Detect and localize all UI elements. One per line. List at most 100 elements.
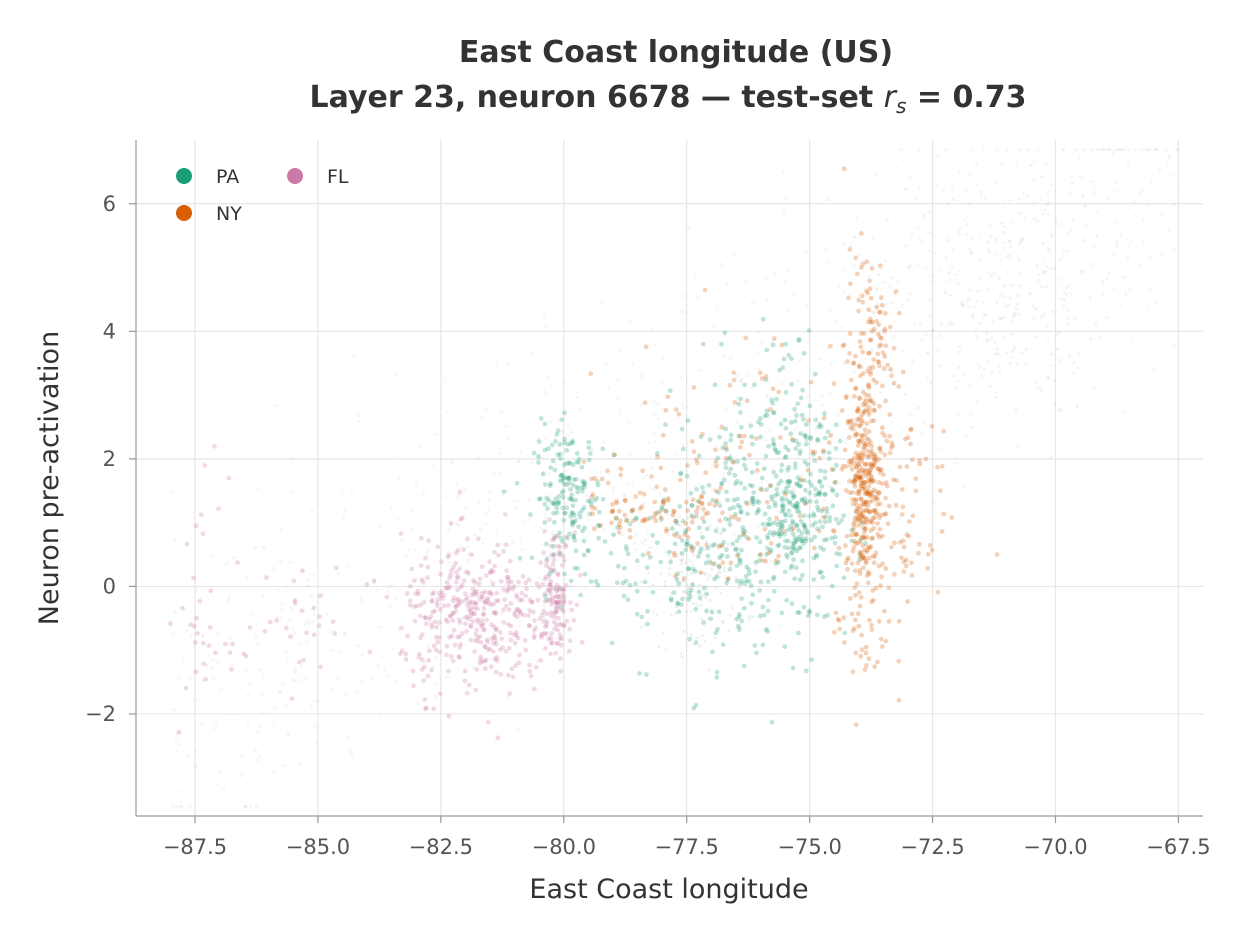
point-ny	[865, 488, 871, 494]
point-pa	[684, 541, 690, 547]
background-point	[997, 364, 1001, 368]
background-point	[871, 377, 875, 381]
background-point	[356, 643, 360, 648]
point-ny	[696, 499, 702, 505]
point-pa	[695, 498, 701, 504]
background-point	[1053, 379, 1057, 383]
point-pa	[517, 555, 523, 561]
background-point	[1044, 162, 1048, 166]
background-point	[770, 560, 774, 564]
background-point	[935, 154, 940, 158]
point-ny	[732, 400, 738, 405]
point-ny	[581, 459, 587, 465]
background-point	[822, 454, 826, 459]
background-point	[919, 432, 924, 436]
background-point	[446, 527, 450, 531]
point-pa	[683, 528, 689, 533]
point-pa	[732, 511, 738, 517]
point-ny	[852, 480, 857, 486]
background-point	[655, 458, 659, 462]
point-ny	[845, 418, 851, 424]
background-point	[689, 571, 694, 576]
point-ny	[609, 520, 614, 526]
point-fl	[533, 625, 539, 631]
point-fl	[429, 597, 435, 603]
point-pa	[579, 464, 585, 470]
point-pa	[569, 519, 575, 524]
background-point	[908, 291, 913, 295]
background-point	[885, 218, 890, 222]
point-pa	[801, 522, 807, 528]
background-point	[706, 593, 710, 597]
background-point	[1022, 197, 1026, 201]
background-point	[987, 360, 991, 364]
point-pa	[808, 436, 814, 442]
point-fl	[212, 443, 217, 449]
point-pa	[564, 482, 570, 487]
point-pa	[562, 571, 567, 577]
background-point	[762, 628, 766, 633]
point-pa	[803, 536, 809, 542]
point-ny	[866, 307, 872, 313]
point-ny	[676, 411, 682, 417]
point-ny	[863, 499, 869, 505]
point-ny	[886, 585, 892, 591]
point-ny	[850, 548, 856, 554]
point-ny	[887, 450, 893, 456]
point-ny	[852, 538, 858, 544]
point-pa	[570, 520, 575, 526]
point-pa	[582, 481, 587, 487]
point-pa	[815, 507, 821, 513]
point-ny	[858, 496, 864, 502]
point-pa	[742, 486, 748, 491]
point-ny	[857, 396, 862, 402]
background-point	[715, 307, 719, 311]
background-point	[1081, 194, 1085, 198]
point-pa	[763, 453, 769, 459]
point-ny	[856, 512, 862, 518]
point-pa	[592, 497, 598, 503]
point-ny	[856, 590, 862, 595]
point-ny	[845, 359, 850, 364]
background-point	[955, 461, 959, 465]
point-ny	[768, 406, 773, 412]
background-point	[195, 750, 199, 754]
point-ny	[863, 473, 869, 479]
point-pa	[821, 614, 827, 620]
point-ny	[862, 535, 868, 541]
point-fl	[490, 649, 496, 654]
background-point	[690, 563, 695, 567]
point-fl	[489, 591, 495, 597]
point-pa	[763, 377, 769, 383]
point-fl	[431, 706, 437, 712]
point-ny	[854, 501, 859, 507]
point-fl	[420, 579, 426, 585]
point-ny	[863, 402, 869, 408]
background-point	[880, 267, 884, 271]
point-pa	[790, 531, 796, 537]
point-ny	[870, 477, 876, 483]
point-pa	[704, 526, 710, 532]
background-point	[484, 511, 488, 515]
point-pa	[556, 500, 561, 506]
point-ny	[651, 514, 657, 520]
point-pa	[817, 519, 823, 525]
background-point	[1112, 252, 1116, 256]
background-point	[1062, 304, 1066, 308]
point-fl	[556, 550, 562, 555]
point-ny	[864, 259, 870, 265]
background-point	[275, 616, 280, 620]
point-pa	[793, 538, 799, 544]
background-point	[1164, 147, 1168, 152]
point-pa	[701, 620, 707, 626]
background-point	[974, 162, 978, 166]
background-point	[489, 578, 493, 582]
point-fl	[425, 564, 431, 570]
background-point	[813, 426, 817, 431]
point-ny	[872, 407, 878, 413]
background-point	[931, 328, 935, 332]
point-pa	[779, 610, 785, 616]
background-point	[464, 505, 469, 510]
background-point	[725, 282, 729, 286]
point-fl	[264, 575, 269, 580]
